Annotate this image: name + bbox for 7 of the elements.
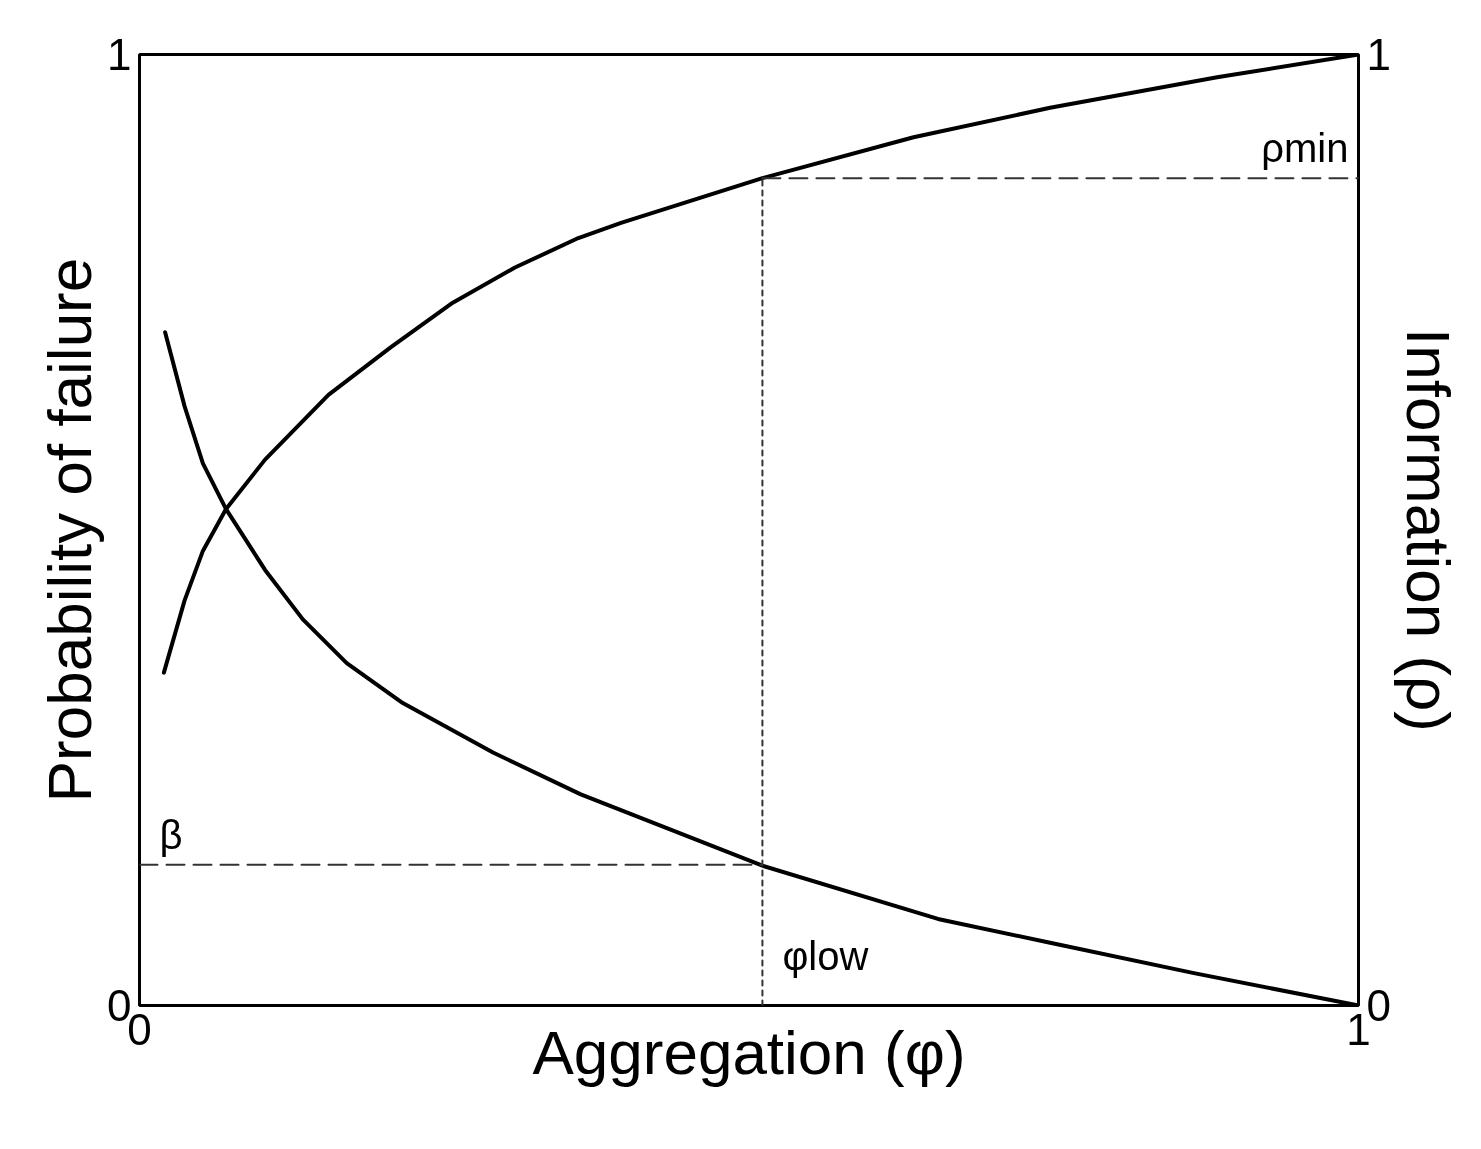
y2-tick-label: 1 bbox=[1366, 30, 1391, 79]
annotation: φlow bbox=[782, 934, 869, 979]
annotation: ρmin bbox=[1261, 126, 1349, 171]
x-axis-title: Aggregation (φ) bbox=[532, 1017, 966, 1087]
y-axis-title: Probability of failure bbox=[35, 257, 105, 803]
annotation: β bbox=[159, 812, 183, 857]
y2-axis-title: Information (ρ) bbox=[1393, 328, 1463, 732]
